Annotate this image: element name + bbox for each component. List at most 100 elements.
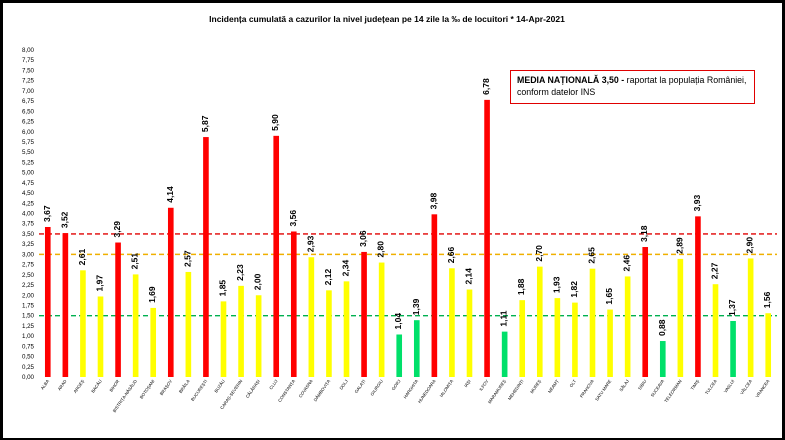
category-label: BOTOȘANI — [139, 379, 156, 400]
value-label: 1,04 — [393, 313, 403, 330]
value-label: 2,70 — [534, 245, 544, 262]
category-label: BRĂILA — [178, 379, 191, 394]
bar — [343, 281, 350, 377]
value-labels: 3,67 3,52 2,61 1,97 3,29 2,51 1,69 4,14 2,57 5,87… — [42, 78, 772, 336]
category-label: DÂMBOVIȚA — [313, 379, 332, 403]
y-tick-label: 6,75 — [22, 98, 35, 105]
y-tick-label: 2,75 — [22, 262, 35, 269]
value-label: 1,93 — [551, 276, 561, 293]
bar — [747, 258, 754, 377]
category-label: SATU MARE — [594, 379, 612, 402]
category-label: TULCEA — [704, 379, 718, 396]
value-label: 1,56 — [762, 291, 772, 308]
value-label: 2,93 — [305, 235, 315, 252]
value-label: 2,23 — [235, 264, 245, 281]
y-tick-label: 0,75 — [22, 343, 35, 350]
category-label: ARGEȘ — [73, 379, 86, 394]
bar — [765, 313, 772, 377]
category-label: NEAMȚ — [547, 378, 560, 393]
category-label: ARAD — [57, 379, 68, 392]
category-label: COVASNA — [298, 379, 314, 399]
category-label: VÂLCEA — [739, 379, 753, 396]
category-label: GALAȚI — [354, 379, 367, 394]
category-label: SIBIU — [637, 379, 648, 391]
value-label: 5,87 — [200, 115, 210, 132]
category-label: CĂLĂRAȘI — [245, 379, 261, 399]
y-tick-label: 1,50 — [22, 313, 35, 320]
bar — [589, 268, 596, 377]
y-tick-label: 6,50 — [22, 108, 35, 115]
y-tick-label: 3,00 — [22, 251, 35, 258]
bar — [659, 341, 666, 377]
value-label: 3,67 — [42, 205, 52, 222]
value-label: 1,39 — [411, 298, 421, 315]
value-label: 2,34 — [341, 260, 351, 277]
chart-area: Incidența cumulată a cazurilor la nivel … — [7, 6, 780, 438]
bars — [44, 99, 772, 378]
value-label: 3,06 — [358, 230, 368, 247]
bar — [203, 137, 209, 377]
national-average-annotation: MEDIA NAȚIONALĂ 3,50 - raportat la popul… — [510, 70, 755, 104]
bar — [431, 214, 438, 377]
value-label: 1,88 — [516, 278, 526, 295]
category-label: TIMIȘ — [690, 379, 701, 391]
y-tick-label: 1,25 — [22, 323, 35, 330]
value-label: 3,18 — [639, 225, 649, 242]
y-tick-label: 4,75 — [22, 180, 35, 187]
category-label: ALBA — [40, 379, 50, 391]
bar — [536, 266, 543, 377]
category-label: VASLUI — [723, 379, 736, 394]
bar — [220, 301, 227, 377]
value-label: 3,93 — [692, 195, 702, 212]
y-axis: 0,00 0,25 0,50 0,75 1,00 1,25 1,50 1,75 2,00 2,25… — [22, 47, 35, 381]
value-label: 1,69 — [147, 286, 157, 303]
y-tick-label: 8,00 — [22, 47, 35, 54]
value-label: 3,52 — [59, 211, 69, 228]
y-tick-label: 5,25 — [22, 159, 35, 166]
bar — [712, 284, 719, 377]
bar — [273, 135, 280, 377]
category-label: OLT — [569, 378, 578, 388]
value-label: 4,14 — [165, 186, 175, 203]
value-label: 1,65 — [604, 288, 614, 305]
y-tick-label: 3,50 — [22, 231, 35, 238]
value-label: 2,89 — [674, 237, 684, 254]
value-label: 2,66 — [446, 246, 456, 263]
bar — [695, 216, 701, 377]
category-label: BUZĂU — [213, 379, 225, 394]
value-label: 2,00 — [253, 273, 263, 290]
category-label: BACĂU — [90, 379, 103, 394]
bar — [572, 302, 578, 377]
bar — [308, 257, 315, 377]
category-label: DOLJ — [338, 379, 348, 391]
category-label: TELEORMAN — [663, 379, 682, 404]
category-label: IAȘI — [463, 379, 472, 389]
y-tick-label: 6,00 — [22, 129, 35, 136]
bar — [97, 296, 104, 377]
bar — [238, 285, 244, 377]
value-label: 3,98 — [428, 193, 438, 210]
value-label: 2,65 — [587, 247, 597, 264]
bar — [396, 334, 403, 377]
category-label: MARAMUREȘ — [487, 379, 507, 405]
bar — [413, 320, 420, 377]
chart-title: Incidența cumulată a cazurilor la nivel … — [209, 14, 565, 24]
category-label: CLUJ — [268, 379, 278, 391]
bar — [255, 295, 262, 377]
y-tick-label: 7,75 — [22, 57, 35, 64]
bar — [150, 307, 157, 377]
category-label: GORJ — [391, 379, 402, 392]
y-tick-label: 4,25 — [22, 200, 35, 207]
y-tick-label: 2,25 — [22, 282, 35, 289]
value-label: 2,27 — [710, 262, 720, 279]
value-label: 0,88 — [657, 319, 667, 336]
category-label: VRANCEA — [755, 379, 771, 399]
y-tick-label: 5,75 — [22, 139, 35, 146]
bar — [80, 270, 86, 377]
annotation-bold: MEDIA NAȚIONALĂ 3,50 - — [517, 75, 625, 85]
bar — [624, 276, 631, 377]
value-label: 1,37 — [727, 299, 737, 316]
value-label: 2,57 — [182, 250, 192, 267]
